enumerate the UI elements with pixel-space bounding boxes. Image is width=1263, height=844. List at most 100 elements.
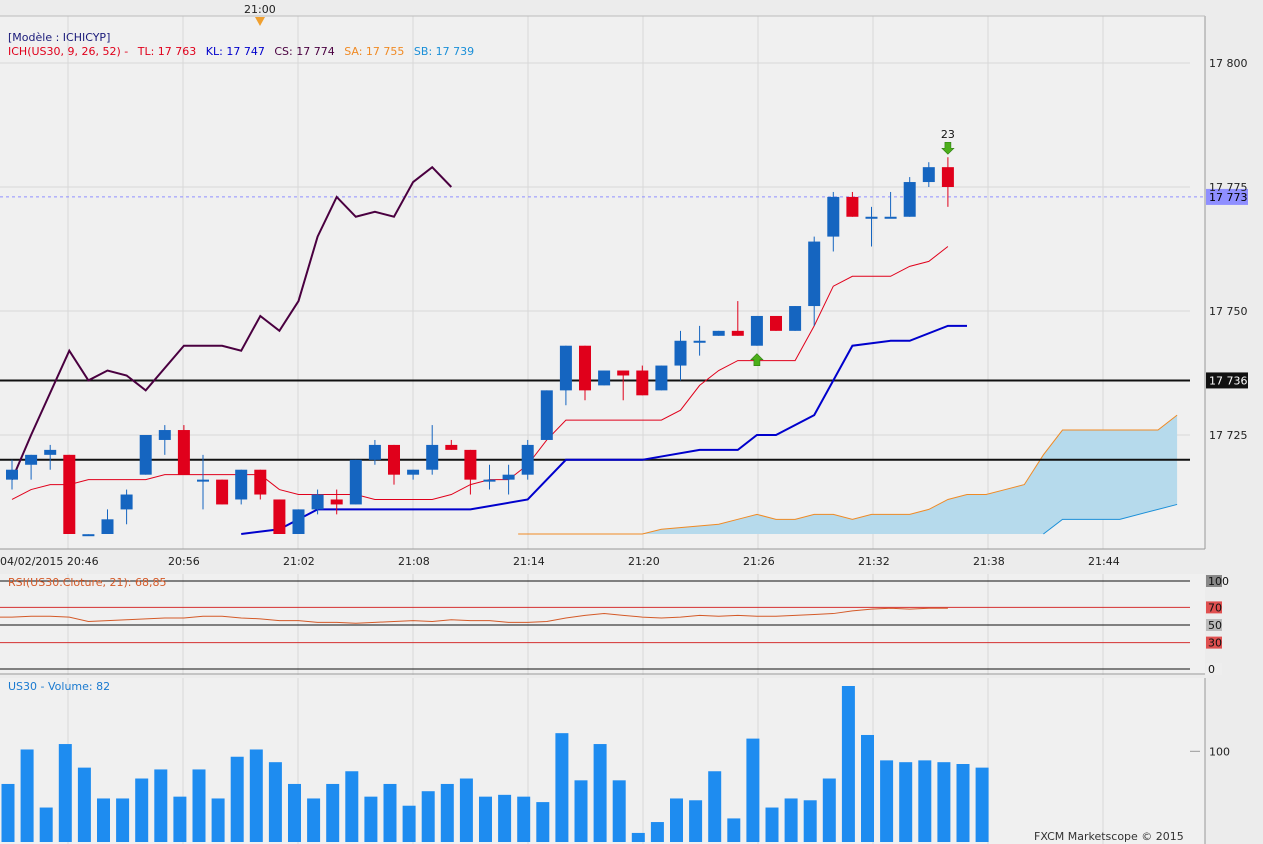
sell-signal-arrow-icon[interactable]	[941, 141, 955, 155]
volume-bar[interactable]	[307, 798, 321, 842]
volume-bar[interactable]	[765, 807, 779, 842]
volume-bar[interactable]	[421, 791, 435, 842]
volume-bar[interactable]	[20, 749, 34, 842]
candle-body[interactable]	[884, 216, 897, 219]
candle-body[interactable]	[521, 444, 534, 475]
volume-bar[interactable]	[861, 734, 874, 842]
candle-body[interactable]	[655, 365, 668, 391]
volume-bar[interactable]	[631, 832, 645, 842]
candle-body[interactable]	[44, 449, 57, 455]
candle-body[interactable]	[712, 330, 725, 336]
volume-bar[interactable]	[249, 749, 263, 842]
candle-body[interactable]	[750, 315, 763, 346]
volume-bar[interactable]	[918, 760, 932, 842]
candle-body[interactable]	[464, 449, 477, 480]
candle-body[interactable]	[922, 167, 935, 183]
candle-body[interactable]	[235, 469, 248, 500]
volume-bar[interactable]	[173, 796, 187, 842]
volume-bar[interactable]	[479, 796, 492, 842]
volume-bar[interactable]	[822, 778, 836, 842]
candle-body[interactable]	[158, 430, 171, 440]
candle-body[interactable]	[254, 469, 267, 495]
volume-bar[interactable]	[536, 802, 550, 842]
candle-body[interactable]	[25, 454, 38, 465]
candle-body[interactable]	[731, 330, 744, 336]
candle-body[interactable]	[197, 479, 209, 482]
volume-bar[interactable]	[383, 783, 397, 842]
candle-body[interactable]	[579, 345, 591, 391]
volume-bar[interactable]	[574, 780, 588, 842]
candle-body[interactable]	[693, 340, 706, 343]
candle-body[interactable]	[903, 182, 916, 217]
candle-body[interactable]	[808, 241, 821, 307]
candle-body[interactable]	[82, 534, 95, 537]
candle-body[interactable]	[426, 444, 439, 470]
volume-bar[interactable]	[803, 800, 817, 842]
volume-bar[interactable]	[517, 796, 531, 842]
candle-body[interactable]	[139, 435, 152, 475]
candle-body[interactable]	[177, 430, 190, 475]
volume-bar[interactable]	[326, 783, 340, 842]
volume-bar[interactable]	[937, 762, 951, 842]
volume-bar[interactable]	[727, 818, 741, 842]
candle-body[interactable]	[101, 519, 114, 534]
candle-body[interactable]	[559, 345, 572, 391]
volume-bar[interactable]	[288, 783, 301, 842]
volume-bar[interactable]	[440, 783, 454, 842]
volume-bar[interactable]	[211, 798, 225, 842]
volume-bar[interactable]	[956, 764, 970, 842]
candle-body[interactable]	[617, 370, 630, 376]
volume-bar[interactable]	[593, 744, 607, 842]
candle-body[interactable]	[865, 216, 878, 219]
volume-bar[interactable]	[192, 769, 206, 842]
volume-bar[interactable]	[841, 686, 855, 842]
volume-bar[interactable]	[612, 780, 626, 842]
candle-body[interactable]	[368, 444, 381, 460]
time-marker-triangle[interactable]	[255, 17, 265, 26]
candle-body[interactable]	[292, 509, 305, 534]
volume-bar[interactable]	[899, 762, 913, 842]
volume-bar[interactable]	[135, 778, 149, 842]
volume-bar[interactable]	[77, 767, 91, 842]
volume-bar[interactable]	[268, 762, 282, 842]
volume-bar[interactable]	[498, 794, 512, 842]
volume-bar[interactable]	[670, 798, 683, 842]
volume-bar[interactable]	[154, 769, 168, 842]
volume-bar[interactable]	[58, 744, 72, 842]
candle-body[interactable]	[349, 459, 362, 505]
volume-bar[interactable]	[345, 771, 359, 842]
candle-body[interactable]	[636, 370, 649, 396]
volume-bar[interactable]	[39, 807, 53, 842]
candle-body[interactable]	[273, 499, 286, 534]
candle-body[interactable]	[388, 444, 400, 475]
volume-bar[interactable]	[402, 805, 416, 842]
candle-body[interactable]	[598, 370, 611, 386]
candle-body[interactable]	[941, 167, 954, 187]
volume-bar[interactable]	[97, 798, 110, 842]
candle-body[interactable]	[311, 494, 324, 510]
volume-bar[interactable]	[364, 796, 378, 842]
volume-bar[interactable]	[975, 767, 989, 842]
volume-bar[interactable]	[689, 800, 703, 842]
candle-body[interactable]	[540, 390, 553, 440]
candle-body[interactable]	[63, 454, 76, 534]
volume-bar[interactable]	[555, 733, 569, 842]
volume-bar[interactable]	[746, 738, 760, 842]
volume-bar[interactable]	[650, 822, 664, 842]
volume-bar[interactable]	[784, 798, 798, 842]
volume-bar[interactable]	[708, 771, 722, 842]
candle-body[interactable]	[445, 444, 458, 450]
candle-body[interactable]	[483, 479, 496, 482]
volume-bar[interactable]	[459, 778, 473, 842]
candle-body[interactable]	[6, 469, 18, 480]
volume-bar[interactable]	[1, 783, 15, 842]
candle-body[interactable]	[216, 479, 229, 505]
volume-bar[interactable]	[116, 798, 130, 842]
candle-body[interactable]	[770, 315, 782, 331]
buy-signal-arrow-icon[interactable]	[750, 353, 764, 367]
volume-bar[interactable]	[230, 756, 244, 842]
candle-body[interactable]	[120, 494, 133, 510]
candle-body[interactable]	[502, 474, 515, 480]
volume-bar[interactable]	[880, 760, 894, 842]
candle-body[interactable]	[789, 306, 802, 331]
